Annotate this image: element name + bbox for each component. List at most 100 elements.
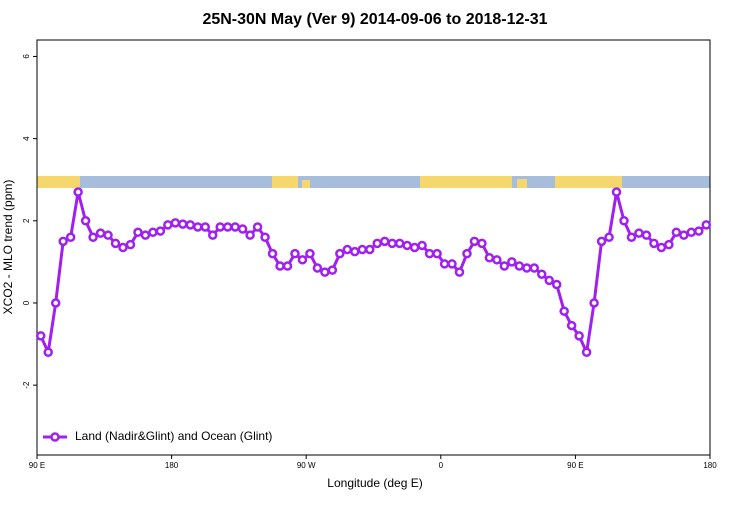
data-point: [454, 267, 465, 277]
data-point: [155, 226, 166, 236]
data-point: [507, 257, 517, 267]
data-point: [664, 239, 674, 250]
land-band: [302, 180, 310, 188]
data-point: [701, 220, 712, 230]
data-point: [35, 331, 46, 341]
data-point: [589, 298, 599, 308]
land-band: [517, 179, 527, 188]
data-point: [686, 227, 697, 238]
data-point: [679, 230, 689, 240]
data-point: [275, 261, 285, 271]
data-point: [462, 248, 472, 259]
data-point: [50, 298, 61, 308]
data-point: [379, 236, 390, 247]
data-point: [282, 261, 293, 271]
data-point: [559, 306, 569, 316]
data-point: [103, 230, 113, 240]
data-point: [611, 187, 622, 197]
series-line: [39, 191, 708, 358]
data-point: [140, 230, 151, 240]
data-point: [566, 320, 577, 331]
data-point: [125, 239, 136, 250]
legend-label: Land (Nadir&Glint) and Ocean (Glint): [75, 429, 272, 443]
data-point: [499, 261, 510, 271]
data-point: [170, 218, 181, 228]
y-tick-label: 2: [22, 218, 31, 223]
x-tick-label: 0: [439, 461, 444, 470]
data-point: [694, 226, 704, 236]
data-point: [178, 219, 188, 229]
legend-marker: [50, 432, 60, 442]
data-point: [656, 242, 667, 253]
data-point: [267, 248, 278, 259]
data-point: [574, 331, 584, 341]
data-point: [320, 267, 330, 277]
data-point: [335, 248, 345, 259]
data-point: [387, 238, 397, 249]
data-point: [305, 248, 315, 259]
land-band: [37, 176, 80, 188]
data-point: [215, 222, 225, 232]
data-point: [207, 230, 218, 240]
data-point: [447, 259, 457, 269]
data-point: [185, 220, 196, 230]
plot-frame: [36, 39, 711, 456]
y-tick-label: 6: [22, 54, 31, 59]
data-point: [95, 228, 106, 238]
y-tick-label: 4: [22, 136, 31, 141]
data-point: [245, 230, 255, 240]
land-band: [555, 176, 622, 188]
data-point: [634, 228, 644, 238]
data-point: [492, 255, 502, 265]
data-point: [148, 227, 158, 238]
data-point: [619, 216, 629, 226]
data-point: [365, 244, 375, 255]
data-point: [402, 240, 412, 251]
data-point: [439, 259, 450, 269]
data-point: [73, 187, 83, 197]
data-point: [43, 347, 53, 358]
data-point: [409, 242, 420, 253]
data-point: [394, 238, 405, 249]
data-point: [237, 224, 248, 234]
data-point: [469, 236, 480, 247]
data-point: [193, 222, 203, 232]
data-point: [484, 253, 495, 263]
x-tick-label: 180: [703, 461, 717, 470]
data-point: [222, 222, 233, 232]
data-point: [514, 261, 525, 271]
data-point: [290, 248, 300, 259]
data-point: [432, 248, 442, 259]
data-point: [65, 232, 76, 242]
data-point: [163, 220, 173, 230]
chart-title: 25N-30N May (Ver 9) 2014-09-06 to 2018-1…: [202, 11, 547, 28]
data-point: [372, 238, 382, 249]
data-point: [133, 227, 143, 238]
data-point: [312, 263, 323, 273]
data-point: [350, 246, 360, 257]
data-point: [424, 248, 435, 259]
x-axis-label: Longitude (deg E): [327, 476, 422, 490]
data-point: [80, 216, 91, 226]
data-point: [604, 232, 614, 242]
data-point: [58, 236, 68, 247]
data-point: [357, 244, 368, 255]
data-point: [626, 232, 637, 242]
data-point: [537, 269, 547, 279]
y-axis-label: XCO2 - MLO trend (ppm): [1, 180, 15, 315]
x-tick-label: 90 W: [297, 461, 316, 470]
data-point: [671, 227, 682, 238]
data-point: [260, 232, 270, 242]
data-point: [230, 222, 240, 232]
x-tick-label: 90 E: [29, 461, 45, 470]
data-point: [327, 265, 338, 275]
y-tick-label: -2: [22, 381, 31, 389]
data-point: [641, 230, 652, 240]
data-point: [529, 263, 540, 273]
data-point: [522, 263, 532, 273]
data-point: [649, 238, 659, 249]
data-point: [596, 236, 607, 247]
data-point: [252, 222, 263, 232]
data-point: [551, 279, 562, 290]
